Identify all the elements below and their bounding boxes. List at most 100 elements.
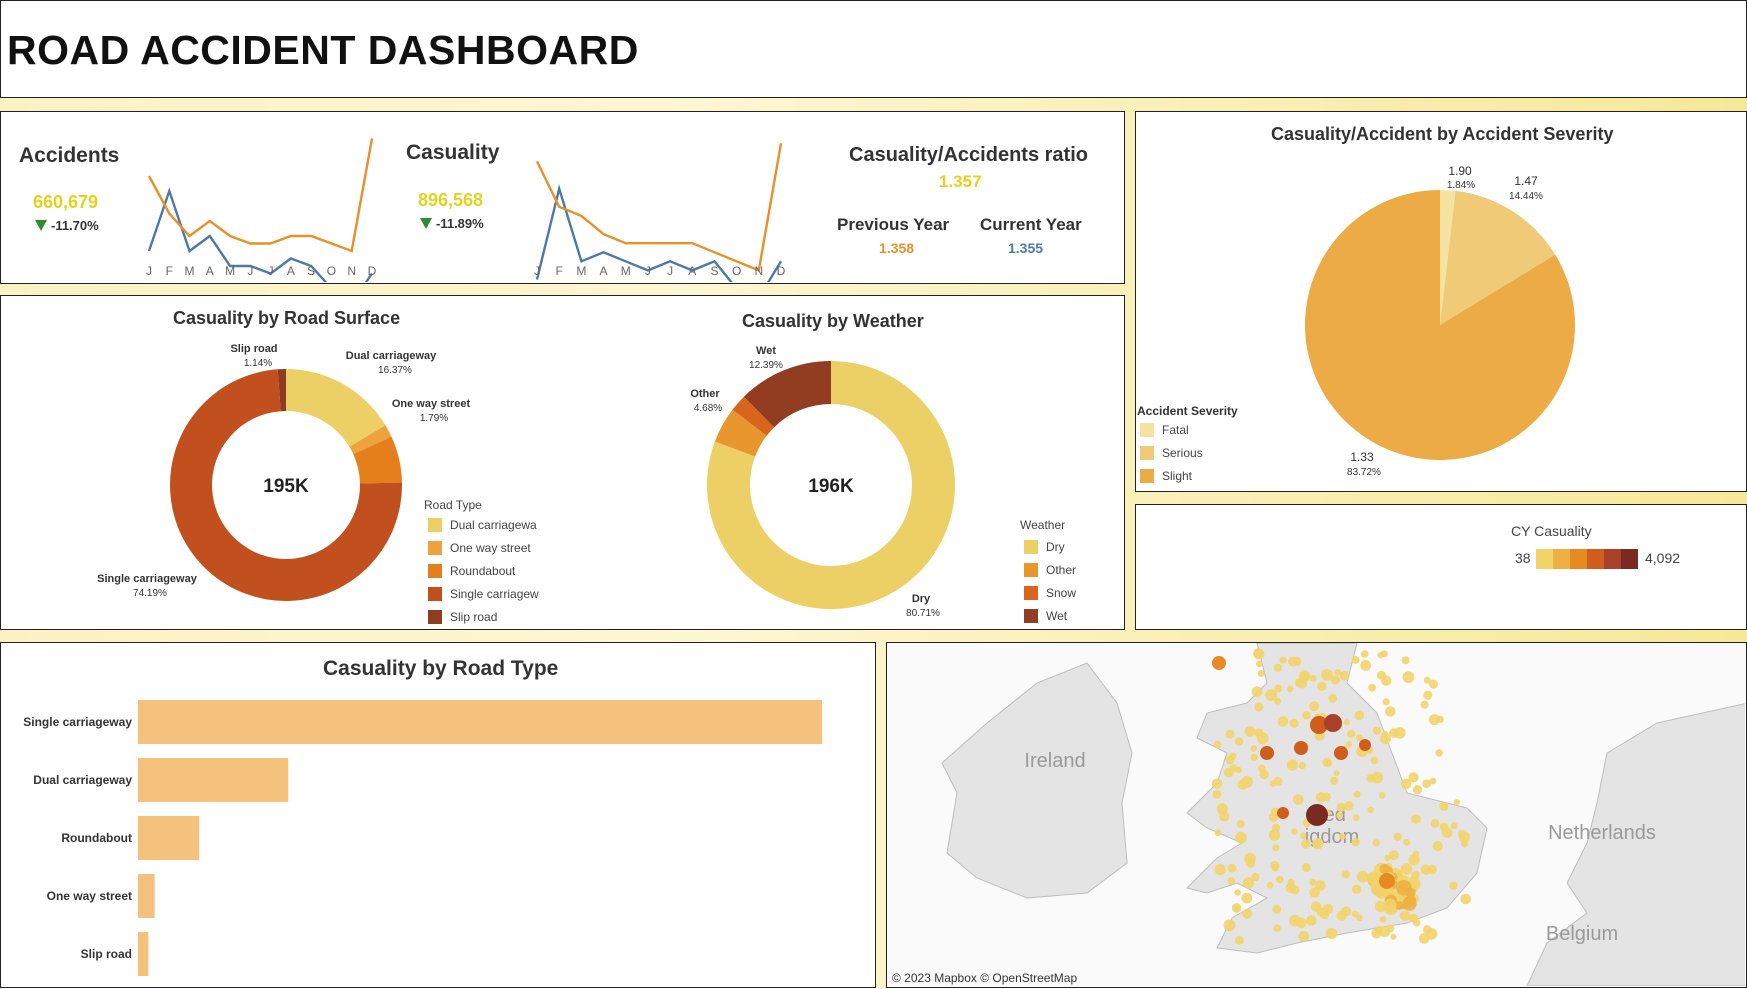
accident-location-dot[interactable] xyxy=(1345,741,1352,748)
accident-location-dot[interactable] xyxy=(1212,789,1222,799)
accident-location-dot[interactable] xyxy=(1334,668,1342,676)
weather-slice-dry[interactable] xyxy=(707,361,955,609)
accident-location-dot[interactable] xyxy=(1430,819,1440,828)
accident-location-dot[interactable] xyxy=(1450,822,1458,830)
accident-location-dot[interactable] xyxy=(1268,812,1279,822)
road-type-legend-item[interactable]: Dual carriagewa xyxy=(428,518,537,532)
accident-location-dot[interactable] xyxy=(1402,671,1415,684)
accident-location-dot[interactable] xyxy=(1266,881,1274,889)
accident-location-dot[interactable] xyxy=(1235,935,1244,945)
accident-location-dot[interactable] xyxy=(1412,850,1420,858)
accident-location-dot[interactable] xyxy=(1333,770,1340,777)
accident-location-dot[interactable] xyxy=(1330,776,1339,785)
accident-location-dot[interactable] xyxy=(1423,676,1431,684)
accident-location-dot[interactable] xyxy=(1352,814,1360,821)
accident-location-dot[interactable] xyxy=(1279,656,1287,664)
accident-location-dot[interactable] xyxy=(1380,650,1388,658)
accident-location-dot[interactable] xyxy=(1251,873,1260,882)
accident-location-dot[interactable] xyxy=(1274,697,1281,705)
accident-location-dot[interactable] xyxy=(1400,863,1413,875)
weather-legend-item[interactable]: Wet xyxy=(1024,609,1067,623)
accident-location-dot[interactable] xyxy=(1435,749,1443,757)
accident-location-dot[interactable] xyxy=(1309,878,1317,886)
accident-hotspot-dot[interactable] xyxy=(1334,746,1348,760)
accident-location-dot[interactable] xyxy=(1233,905,1240,912)
accident-location-dot[interactable] xyxy=(1272,844,1280,852)
accident-location-dot[interactable] xyxy=(1301,673,1309,681)
accident-location-dot[interactable] xyxy=(1269,780,1277,787)
severity-slice-slight[interactable] xyxy=(1305,190,1575,460)
accident-location-dot[interactable] xyxy=(1352,910,1359,918)
accident-location-dot[interactable] xyxy=(1379,916,1387,923)
accident-location-dot[interactable] xyxy=(1338,833,1346,840)
accident-location-dot[interactable] xyxy=(1408,772,1419,783)
accident-location-dot[interactable] xyxy=(1371,928,1382,939)
accident-location-dot[interactable] xyxy=(1354,710,1365,721)
accident-location-dot[interactable] xyxy=(1234,889,1241,896)
accident-hotspot-dot[interactable] xyxy=(1379,873,1395,889)
accident-location-dot[interactable] xyxy=(1428,679,1438,689)
accident-hotspot-dot[interactable] xyxy=(1212,656,1226,670)
accident-hotspot-dot[interactable] xyxy=(1294,741,1308,755)
accident-location-dot[interactable] xyxy=(1268,829,1281,841)
accident-location-dot[interactable] xyxy=(1258,764,1266,773)
accident-location-dot[interactable] xyxy=(1418,933,1430,944)
accident-location-dot[interactable] xyxy=(1244,726,1256,737)
accident-location-dot[interactable] xyxy=(1270,860,1280,870)
accident-location-dot[interactable] xyxy=(1394,901,1404,910)
accident-location-dot[interactable] xyxy=(1381,675,1392,686)
accident-location-dot[interactable] xyxy=(1242,877,1254,889)
road-surface-slice-roundabout[interactable] xyxy=(353,436,402,484)
accident-location-dot[interactable] xyxy=(1460,893,1471,905)
accident-location-dot[interactable] xyxy=(1422,779,1431,788)
accident-location-dot[interactable] xyxy=(1379,863,1390,874)
accident-location-dot[interactable] xyxy=(1227,863,1237,873)
road-type-bar[interactable] xyxy=(138,932,149,976)
accident-location-dot[interactable] xyxy=(1214,863,1226,876)
weather-legend-item[interactable]: Other xyxy=(1024,563,1076,577)
accident-location-dot[interactable] xyxy=(1285,882,1297,894)
accident-location-dot[interactable] xyxy=(1449,881,1458,890)
accident-location-dot[interactable] xyxy=(1341,906,1352,917)
road-type-legend-item[interactable]: Roundabout xyxy=(428,564,515,578)
accident-location-dot[interactable] xyxy=(1214,829,1222,836)
accident-location-dot[interactable] xyxy=(1413,919,1421,927)
accident-location-dot[interactable] xyxy=(1402,896,1417,911)
accident-location-dot[interactable] xyxy=(1309,887,1320,898)
accident-location-dot[interactable] xyxy=(1432,841,1443,852)
accident-location-dot[interactable] xyxy=(1380,733,1391,745)
accident-location-dot[interactable] xyxy=(1274,684,1283,693)
accident-location-dot[interactable] xyxy=(1277,716,1289,727)
weather-legend-item[interactable]: Snow xyxy=(1024,586,1076,600)
accident-location-dot[interactable] xyxy=(1422,925,1432,934)
accident-location-dot[interactable] xyxy=(1353,790,1361,798)
accident-location-dot[interactable] xyxy=(1223,919,1236,932)
accident-location-dot[interactable] xyxy=(1244,852,1256,865)
accident-location-dot[interactable] xyxy=(1370,756,1379,765)
severity-legend-item[interactable]: Fatal xyxy=(1140,423,1189,437)
accident-location-dot[interactable] xyxy=(1259,769,1269,780)
accident-location-dot[interactable] xyxy=(1423,690,1433,700)
accident-location-dot[interactable] xyxy=(1383,898,1397,912)
accident-location-dot[interactable] xyxy=(1401,656,1410,665)
accident-location-dot[interactable] xyxy=(1296,678,1308,689)
severity-slice-fatal[interactable] xyxy=(1440,190,1456,325)
accident-location-dot[interactable] xyxy=(1420,864,1431,875)
accident-location-dot[interactable] xyxy=(1291,828,1298,835)
accident-location-dot[interactable] xyxy=(1241,892,1253,904)
accident-location-dot[interactable] xyxy=(1336,812,1343,819)
accident-location-dot[interactable] xyxy=(1390,933,1397,940)
accident-location-dot[interactable] xyxy=(1250,745,1258,752)
accident-location-dot[interactable] xyxy=(1315,792,1326,803)
accident-location-dot[interactable] xyxy=(1386,924,1395,933)
accident-location-dot[interactable] xyxy=(1351,838,1360,847)
accident-location-dot[interactable] xyxy=(1300,832,1307,840)
accident-location-dot[interactable] xyxy=(1273,663,1282,672)
accident-location-dot[interactable] xyxy=(1356,914,1363,922)
road-type-legend-item[interactable]: One way street xyxy=(428,541,531,555)
accident-location-dot[interactable] xyxy=(1257,670,1265,677)
map-panel[interactable]: Ireland Netherlands Belgium ted igdom © 2023… xyxy=(886,642,1747,988)
accident-hotspot-dot[interactable] xyxy=(1310,716,1328,734)
accident-location-dot[interactable] xyxy=(1344,801,1354,811)
accident-location-dot[interactable] xyxy=(1361,650,1369,658)
